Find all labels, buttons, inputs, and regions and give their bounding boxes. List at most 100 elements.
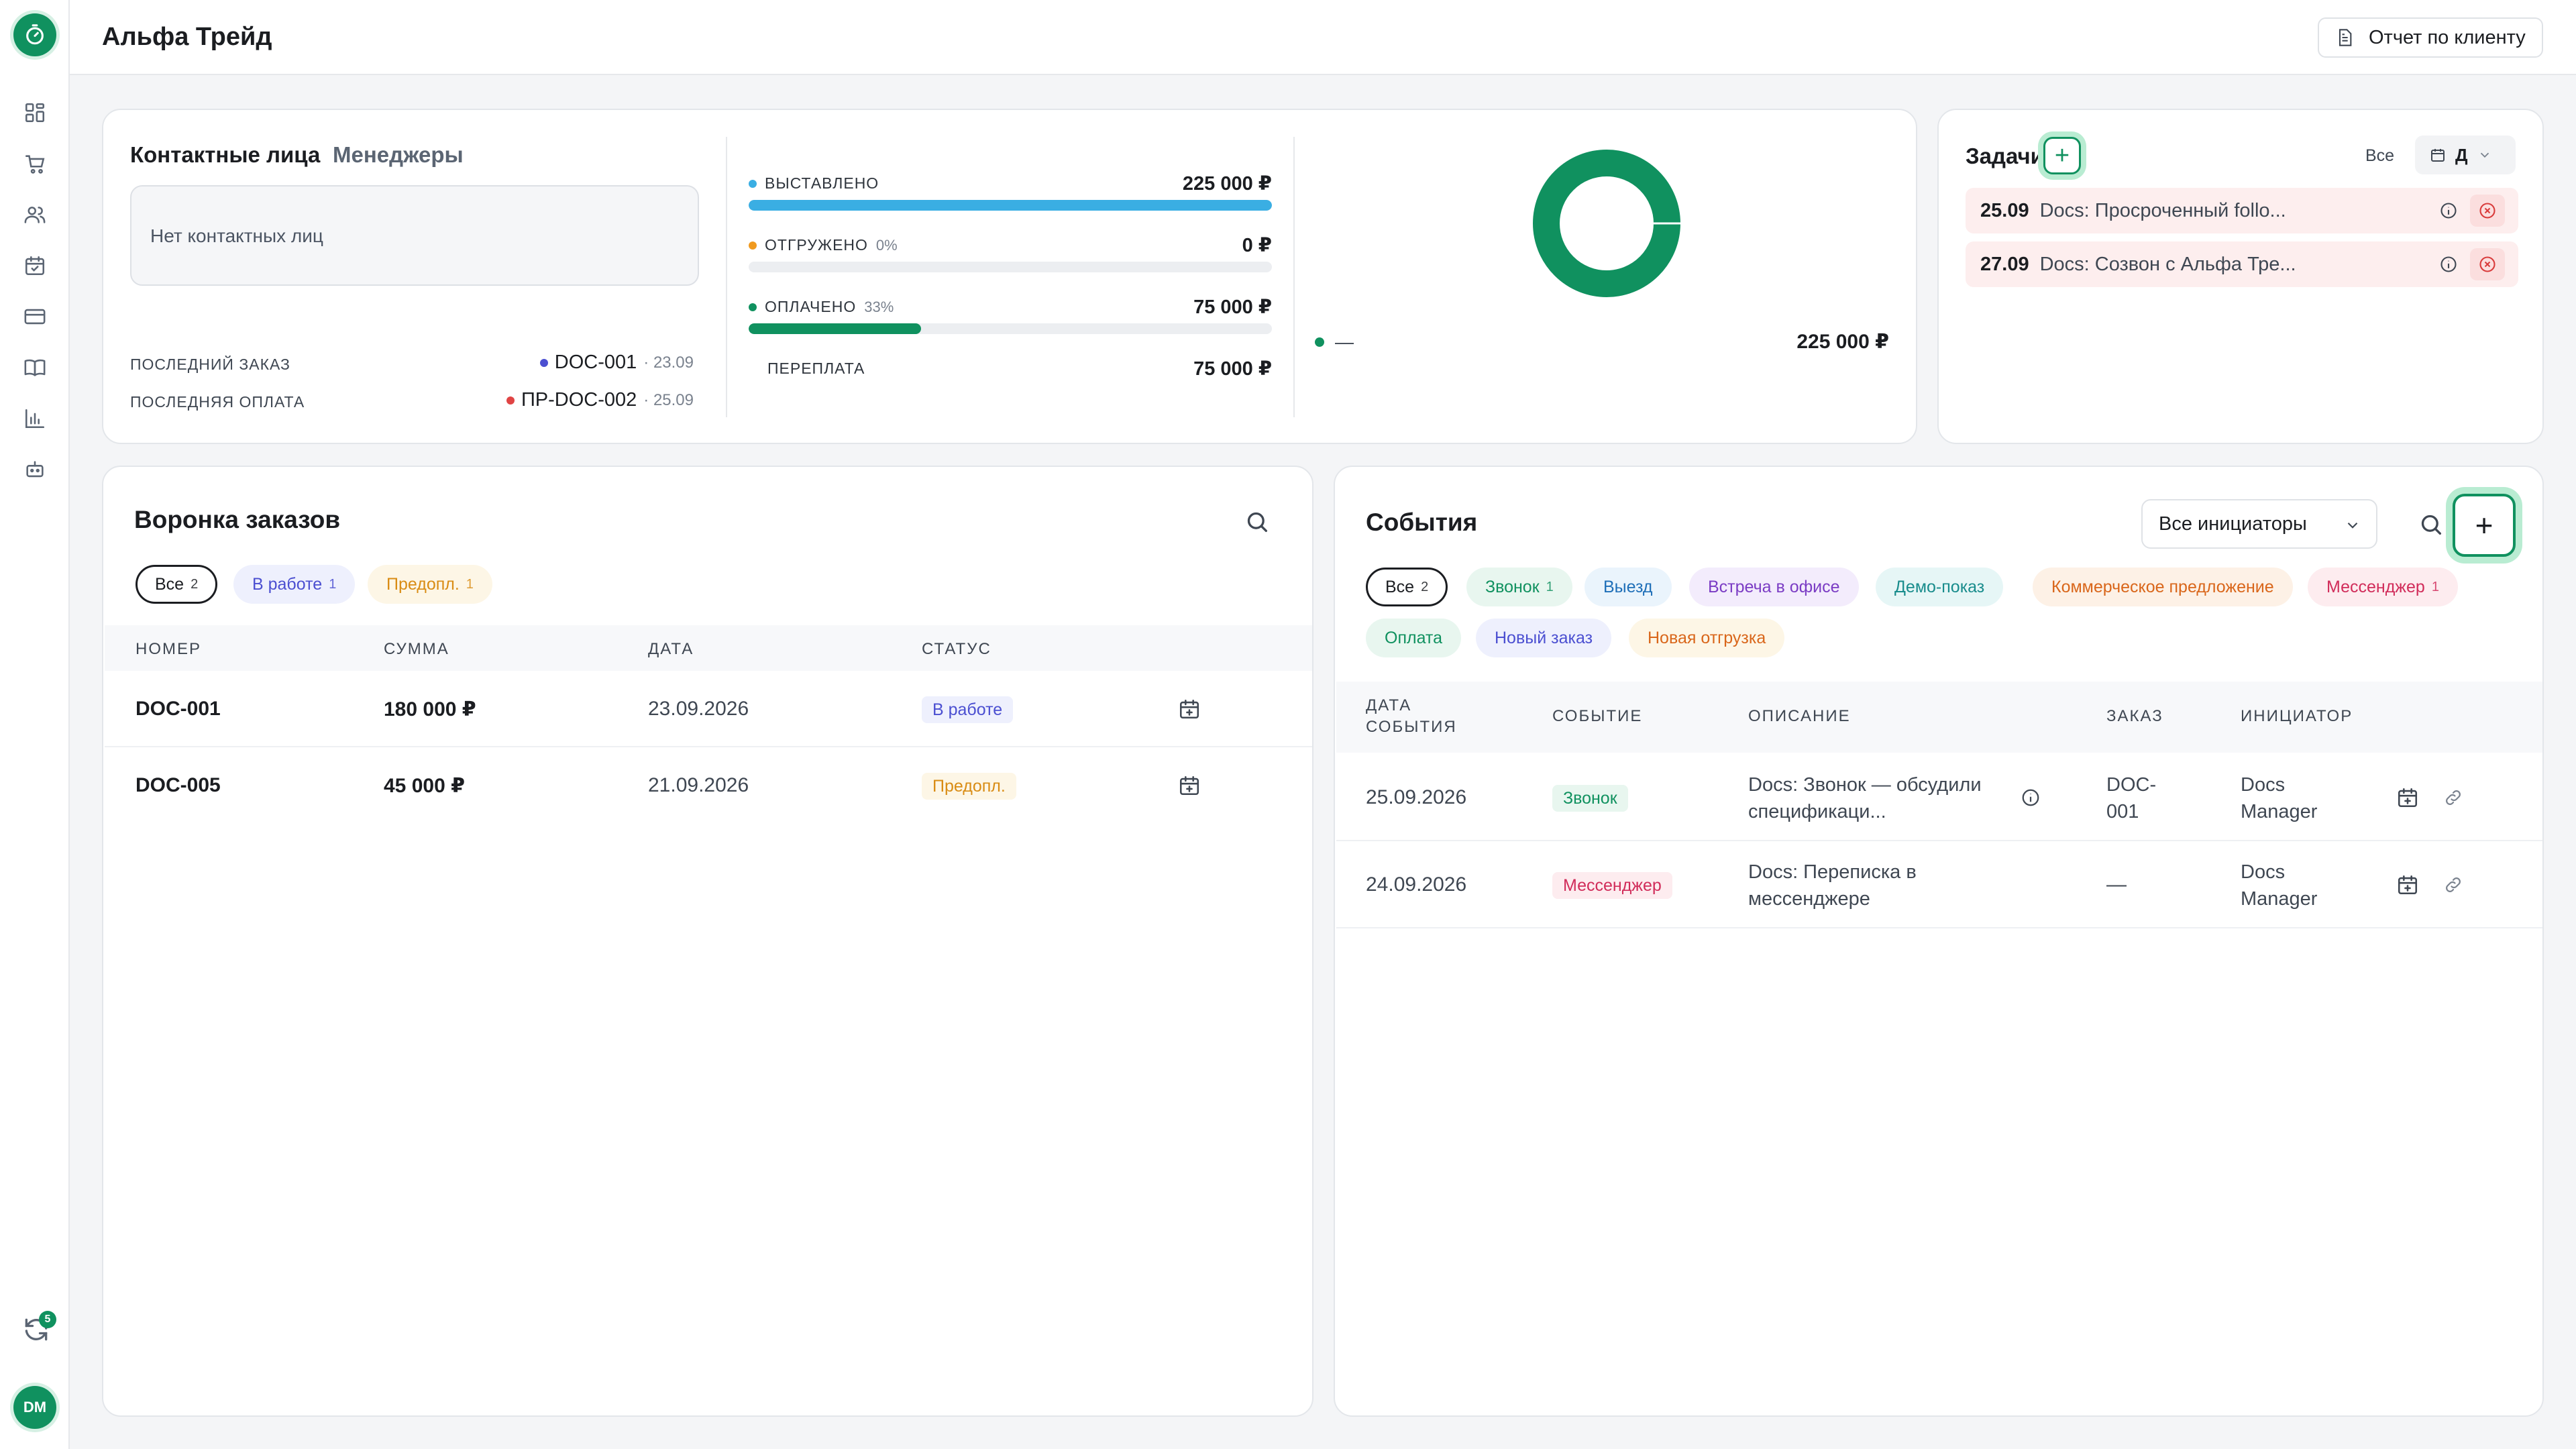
column-header: ДАТА [648, 640, 694, 658]
order-number[interactable]: DOC-001 [136, 698, 221, 720]
chip-count: 1 [1546, 579, 1554, 594]
donut-total: 225 000 ₽ [1796, 331, 1889, 353]
add-event-button[interactable]: + [2453, 494, 2516, 557]
event-initiator-line: Docs [2241, 861, 2286, 883]
dashboard-icon[interactable] [21, 99, 48, 126]
funnel-chip-prepaid[interactable]: Предопл. 1 [368, 565, 492, 604]
info-icon[interactable] [2021, 788, 2041, 808]
event-description: Docs: Звонок — обсудили спецификаци... [1748, 771, 1982, 825]
event-description-line: Docs: Переписка в [1748, 861, 1917, 883]
order-number[interactable]: DOC-005 [136, 774, 221, 796]
bar-chart-icon[interactable] [21, 405, 48, 432]
task-cancel-button[interactable] [2470, 195, 2505, 227]
sync-icon[interactable]: 5 [21, 1311, 56, 1344]
event-chip-new-order[interactable]: Новый заказ [1476, 619, 1612, 657]
invoiced-progress [749, 200, 1272, 211]
table-row[interactable]: 25.09.2026 Звонок Docs: Звонок — обсудил… [1336, 754, 2542, 841]
funnel-chip-in-progress[interactable]: В работе 1 [233, 565, 356, 604]
app-logo-icon[interactable] [13, 13, 56, 56]
tasks-filter-all[interactable]: Все [2365, 146, 2395, 165]
event-chip-messenger[interactable]: Мессенджер 1 [2308, 568, 2458, 606]
invoiced-progress-fill [749, 200, 1272, 211]
last-payment[interactable]: ПР-DOC-002 · 25.09 [506, 389, 694, 411]
event-chip-all[interactable]: Все 2 [1366, 568, 1448, 606]
last-payment-value[interactable]: ПР-DOC-002 [521, 389, 637, 411]
shipped-pct: 0% [875, 236, 898, 254]
bot-icon[interactable] [21, 456, 48, 483]
column-header-date-line: СОБЫТИЯ [1366, 718, 1457, 736]
event-description-line: Docs: Звонок — обсудили [1748, 774, 1982, 796]
event-date: 24.09.2026 [1366, 873, 1467, 896]
column-header-date-line: ДАТА [1366, 696, 1412, 714]
link-icon[interactable] [2443, 875, 2463, 895]
calendar-add-icon[interactable] [1178, 774, 1201, 797]
search-icon[interactable] [2418, 511, 2445, 538]
sync-count-badge: 5 [39, 1311, 56, 1328]
table-row[interactable]: DOC-001 180 000 ₽ 23.09.2026 В работе [105, 671, 1312, 747]
client-report-button[interactable]: Отчет по клиенту [2318, 17, 2543, 58]
chip-label: Звонок [1485, 577, 1540, 596]
tab-contacts[interactable]: Контактные лица [130, 142, 321, 167]
task-cancel-button[interactable] [2470, 248, 2505, 280]
user-avatar[interactable]: DM [13, 1386, 56, 1429]
funnel-table-header: НОМЕР СУММА ДАТА СТАТУС [105, 625, 1312, 671]
chip-label: Оплата [1385, 628, 1442, 647]
table-row[interactable]: DOC-005 45 000 ₽ 21.09.2026 Предопл. [105, 749, 1312, 824]
payments-donut-chart [1533, 150, 1681, 297]
order-date: 23.09.2026 [648, 698, 749, 720]
calendar-add-icon[interactable] [2396, 873, 2419, 896]
paid-dot [749, 303, 757, 311]
calendar-add-icon[interactable] [1178, 698, 1201, 720]
add-task-button[interactable]: + [2043, 137, 2081, 174]
task-text: Docs: Просроченный follo... [2039, 199, 2286, 221]
chip-label: Новая отгрузка [1648, 628, 1766, 647]
calendar-check-icon[interactable] [21, 252, 48, 279]
contacts-empty-state: Нет контактных лиц [130, 185, 699, 286]
credit-card-icon[interactable] [21, 303, 48, 330]
overpayment-label: ПЕРЕПЛАТА [767, 360, 865, 377]
event-chip-demo[interactable]: Демо-показ [1876, 568, 2004, 606]
events-card: События Все инициаторы + Все 2 Звонок 1 Вы… [1334, 466, 2544, 1417]
task-item[interactable]: 27.09 Docs: Созвон с Альфа Тре... [1966, 241, 2518, 287]
cart-icon[interactable] [21, 150, 48, 177]
event-order[interactable]: DOC- 001 [2106, 771, 2156, 825]
book-icon[interactable] [21, 354, 48, 381]
event-chip-call[interactable]: Звонок 1 [1466, 568, 1572, 606]
table-row[interactable]: 24.09.2026 Мессенджер Docs: Переписка в … [1336, 843, 2542, 928]
last-order[interactable]: DOC-001 · 23.09 [539, 352, 694, 374]
client-summary-card: Контактные лица Менеджеры Нет контактных… [102, 109, 1917, 444]
tab-managers[interactable]: Менеджеры [333, 142, 464, 167]
tasks-period-select[interactable]: Д [2415, 136, 2516, 174]
last-order-dot [539, 358, 548, 367]
task-text: Docs: Созвон с Альфа Тре... [2039, 253, 2296, 275]
info-icon[interactable] [2439, 201, 2458, 220]
shipped-amount: 0 ₽ [1242, 235, 1272, 256]
paid-pct: 33% [864, 298, 894, 315]
event-chip-office-meeting[interactable]: Встреча в офисе [1689, 568, 1859, 606]
chip-label: Новый заказ [1495, 628, 1593, 647]
last-order-value[interactable]: DOC-001 [554, 352, 637, 373]
event-order-line: DOC- [2106, 774, 2157, 796]
initiator-select[interactable]: Все инициаторы [2141, 499, 2377, 549]
event-initiator-line: Manager [2241, 888, 2318, 910]
event-chip-commercial-offer[interactable]: Коммерческое предложение [2033, 568, 2293, 606]
event-description-line: мессенджере [1748, 888, 1870, 910]
info-icon[interactable] [2439, 255, 2458, 274]
status-badge: В работе [922, 696, 1014, 723]
event-initiator: Docs Manager [2241, 771, 2317, 825]
calendar-icon [2431, 149, 2445, 162]
column-header: СОБЫТИЕ [1552, 707, 1643, 725]
link-icon[interactable] [2443, 788, 2463, 808]
paid-label: ОПЛАЧЕНО [765, 298, 857, 315]
event-chip-new-shipment[interactable]: Новая отгрузка [1629, 619, 1785, 657]
search-icon[interactable] [1244, 508, 1271, 535]
users-icon[interactable] [21, 201, 48, 228]
funnel-chip-all[interactable]: Все 2 [136, 565, 218, 604]
divider [1293, 137, 1295, 417]
event-chip-visit[interactable]: Выезд [1585, 568, 1672, 606]
cancel-circle-icon [2479, 256, 2496, 272]
event-chip-payment[interactable]: Оплата [1366, 619, 1461, 657]
task-item[interactable]: 25.09 Docs: Просроченный follo... [1966, 188, 2518, 233]
event-type-badge: Звонок [1552, 785, 1628, 812]
calendar-add-icon[interactable] [2396, 786, 2419, 809]
